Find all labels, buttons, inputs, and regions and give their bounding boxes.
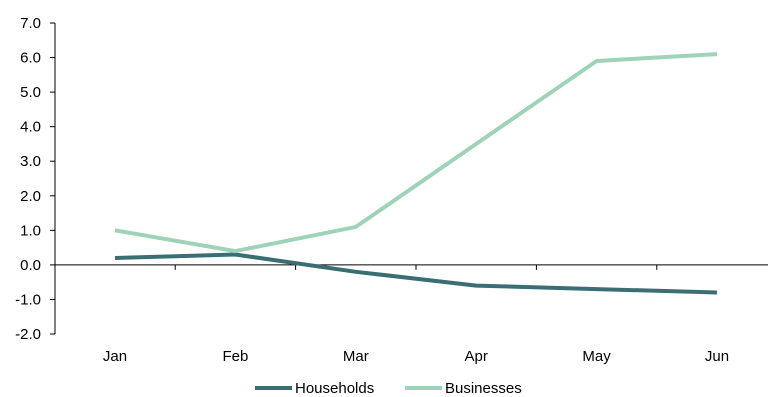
- x-tick-label: Mar: [343, 348, 369, 365]
- y-tick-label: 2.0: [20, 188, 41, 205]
- x-tick-label: May: [582, 348, 611, 365]
- x-tick-label: Apr: [465, 348, 488, 365]
- legend-label-households: Households: [295, 380, 374, 397]
- y-axis: -2.0 -1.0 0.0 1.0 2.0 3.0 4.0 5.0 6.0 7.0: [15, 15, 56, 343]
- y-tick-label: 4.0: [20, 119, 41, 136]
- legend: Households Businesses: [255, 380, 522, 397]
- series-lines: [114, 52, 718, 295]
- y-tick-label: 0.0: [20, 257, 41, 274]
- y-tick-label: -2.0: [15, 326, 41, 343]
- series-line-businesses: [114, 52, 718, 254]
- x-tick-label: Jan: [103, 348, 127, 365]
- y-tick-label: 6.0: [20, 50, 41, 67]
- y-tick-label: 3.0: [20, 153, 41, 170]
- legend-label-businesses: Businesses: [445, 380, 522, 397]
- series-line-households: [114, 252, 718, 295]
- y-tick-label: 7.0: [20, 15, 41, 32]
- x-tick-label: Feb: [222, 348, 248, 365]
- y-tick-label: 5.0: [20, 84, 41, 101]
- x-axis: Jan Feb Mar Apr May Jun: [55, 264, 768, 365]
- y-tick-label: 1.0: [20, 222, 41, 239]
- x-tick-label: Jun: [705, 348, 729, 365]
- y-tick-label: -1.0: [15, 291, 41, 308]
